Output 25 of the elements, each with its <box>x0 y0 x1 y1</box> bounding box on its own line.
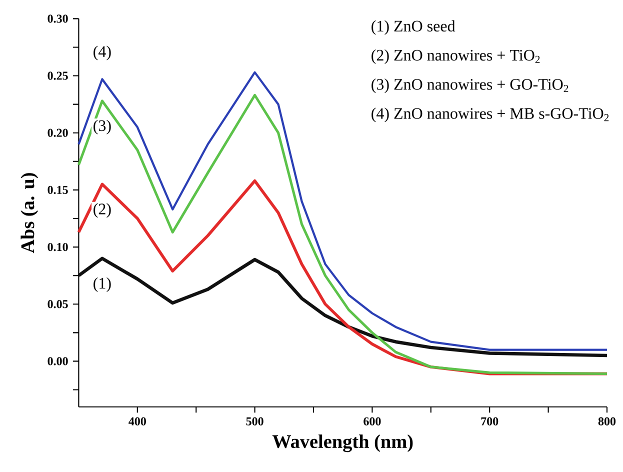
x-tick-label: 600 <box>364 417 381 426</box>
annotation: (3) ZnO nanowires + GO-TiO$_{2}$ <box>372 78 568 93</box>
annotation: (1) ZnO seed <box>372 20 456 35</box>
y-tick-label: 0.25 <box>48 72 68 80</box>
x-axis-title: Wavelength (nm) <box>272 434 413 452</box>
y-tick-label: 0.30 <box>48 14 68 23</box>
y-tick-label: 0.20 <box>48 128 68 137</box>
series-label: (3) <box>94 120 111 134</box>
x-tick-label: 500 <box>246 417 264 426</box>
x-tick-label: 800 <box>598 417 616 426</box>
series-label: (1) <box>94 277 111 292</box>
y-tick-label: 0.00 <box>48 357 68 366</box>
series-label: (2) <box>94 203 111 218</box>
x-tick-label: 400 <box>128 417 146 426</box>
line-series <box>78 71 608 351</box>
y-axis-title: Abs (a. u) <box>20 172 38 254</box>
series-label: (4) <box>94 46 111 60</box>
annotation: (4) ZnO nanowires + MB s-GO-TiO$_{2}$ <box>372 108 609 122</box>
annotation: (2) ZnO nanowires + TiO$_{2}$ <box>372 49 540 64</box>
y-tick-label: 0.15 <box>48 186 68 194</box>
y-tick-label: 0.05 <box>48 300 68 308</box>
x-tick-label: 700 <box>481 417 498 426</box>
line-series <box>77 94 608 375</box>
line-series <box>77 256 609 358</box>
y-tick-label: 0.10 <box>48 242 68 251</box>
